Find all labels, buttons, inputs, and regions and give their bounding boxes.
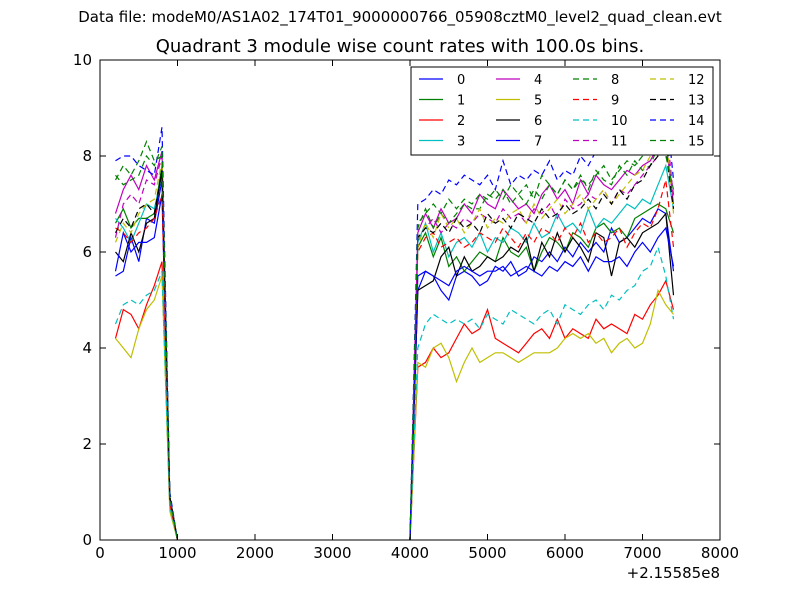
legend-label-10: 10 xyxy=(611,114,628,129)
x-tick-label: 5000 xyxy=(468,544,506,562)
x-tick-label: 7000 xyxy=(623,544,661,562)
series-line-7-segment-1 xyxy=(409,226,675,541)
series-line-12-segment-1 xyxy=(409,126,675,541)
series-line-10-segment-0 xyxy=(114,270,179,541)
series-line-15-segment-0 xyxy=(115,146,179,541)
series-line-0-segment-1 xyxy=(409,207,675,541)
y-tick-label: 6 xyxy=(82,243,92,261)
plot-frame xyxy=(99,59,721,541)
series-line-9-segment-0 xyxy=(115,194,179,541)
series-line-1-segment-1 xyxy=(409,203,675,541)
legend-label-9: 9 xyxy=(611,94,619,109)
y-tick-label: 4 xyxy=(82,339,92,357)
legend-label-2: 2 xyxy=(457,114,465,129)
legend-label-11: 11 xyxy=(611,135,628,150)
legend-label-6: 6 xyxy=(534,114,542,129)
legend-label-5: 5 xyxy=(534,94,542,109)
series-line-13-segment-1 xyxy=(409,150,675,541)
series-line-3-segment-0 xyxy=(115,175,179,541)
legend-label-7: 7 xyxy=(534,135,542,150)
x-tick-label: 3000 xyxy=(313,544,351,562)
series-line-7-segment-0 xyxy=(114,194,179,541)
legend-label-1: 1 xyxy=(457,94,465,109)
legend-label-4: 4 xyxy=(534,73,542,88)
legend-label-13: 13 xyxy=(688,94,705,109)
y-tick-label: 0 xyxy=(82,531,92,549)
series-line-14-segment-1 xyxy=(409,87,675,541)
series-line-8-segment-1 xyxy=(409,135,675,541)
series-line-12-segment-0 xyxy=(114,160,179,541)
series-line-11-segment-1 xyxy=(409,117,675,541)
legend-box xyxy=(410,66,714,156)
x-tick-label: 8000 xyxy=(701,544,739,562)
series-line-5-segment-1 xyxy=(409,288,674,541)
series-line-9-segment-1 xyxy=(409,179,675,541)
x-tick-label: 2000 xyxy=(236,544,274,562)
y-tick-label: 2 xyxy=(82,435,92,453)
figure-suptitle: Data file: modeM0/AS1A02_174T01_90000007… xyxy=(78,8,722,26)
legend-label-0: 0 xyxy=(457,73,465,88)
legend-label-15: 15 xyxy=(688,135,705,150)
series-line-10-segment-1 xyxy=(409,245,675,541)
x-tick-label: 1000 xyxy=(158,544,196,562)
series-line-6-segment-1 xyxy=(409,212,675,541)
series-line-4-segment-1 xyxy=(409,140,675,541)
series-line-15-segment-1 xyxy=(409,130,675,541)
x-tick-label: 4000 xyxy=(391,544,429,562)
series-line-2-segment-1 xyxy=(409,279,675,541)
series-line-14-segment-0 xyxy=(115,127,179,541)
legend-label-8: 8 xyxy=(611,73,619,88)
legend-label-3: 3 xyxy=(457,135,465,150)
chart-title: Quadrant 3 module wise count rates with … xyxy=(155,36,645,57)
series-layer xyxy=(114,87,675,541)
legend-label-12: 12 xyxy=(688,73,705,88)
series-line-4-segment-0 xyxy=(114,151,179,541)
legend-label-14: 14 xyxy=(688,114,705,129)
y-tick-label: 10 xyxy=(73,51,92,69)
y-tick-label: 8 xyxy=(82,147,92,165)
x-tick-label: 0 xyxy=(95,544,105,562)
x-axis-offset-label: +2.15585e8 xyxy=(627,564,720,582)
x-tick-label: 6000 xyxy=(546,544,584,562)
series-line-3-segment-1 xyxy=(409,163,675,541)
